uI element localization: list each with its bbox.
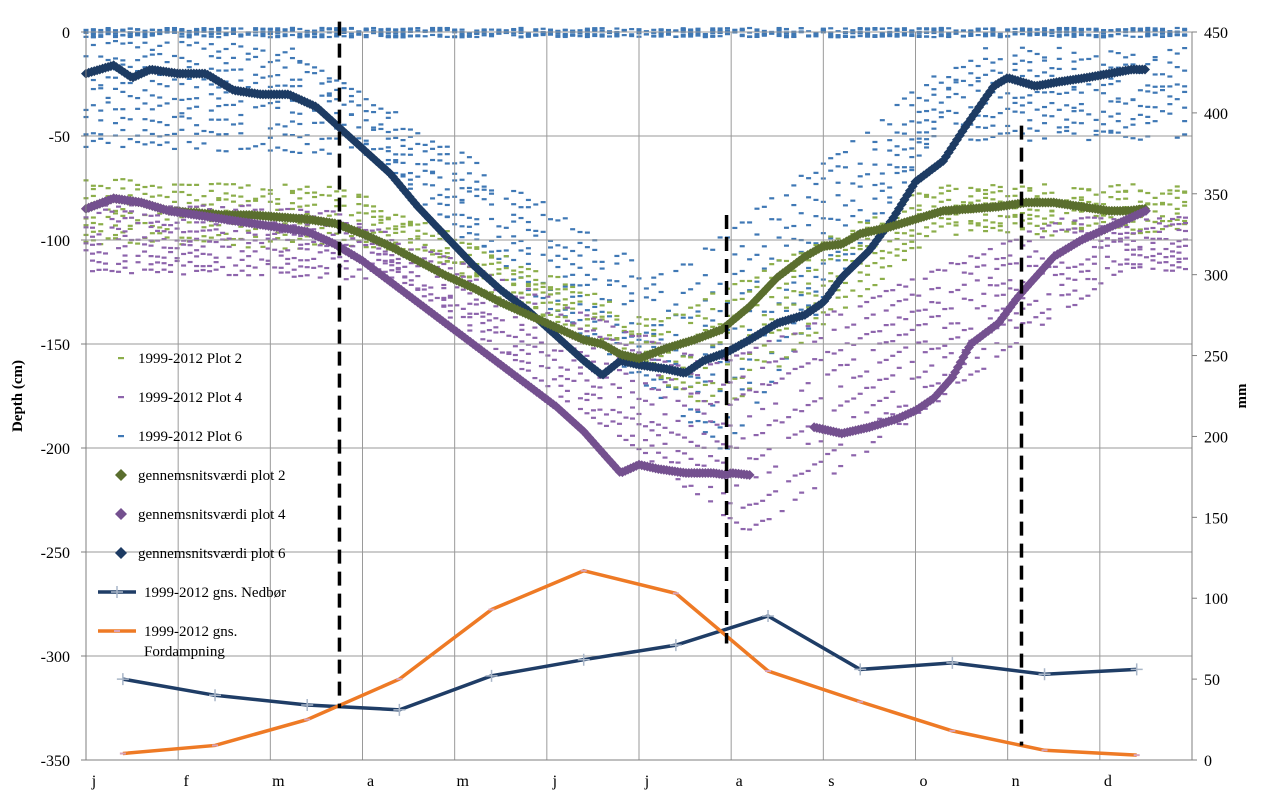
fordampning-point: [1134, 754, 1140, 756]
y2-tick-label: 450: [1204, 25, 1228, 42]
legend-label: 1999-2012 Plot 6: [138, 429, 243, 445]
x-tick-label: n: [1012, 773, 1020, 790]
y2-tick-label: 250: [1204, 349, 1228, 366]
y-tick-label: -300: [41, 649, 70, 666]
legend-item-plot2: 1999-2012 Plot 2: [118, 351, 242, 367]
fordampning-point: [489, 609, 495, 611]
x-tick-label: s: [828, 773, 834, 790]
legend-label: gennemsnitsværdi plot 6: [138, 546, 286, 562]
legend-label: gennemsnitsværdi plot 2: [138, 468, 286, 484]
x-tick-label: d: [1104, 773, 1112, 790]
legend-swatch: [118, 357, 124, 359]
nedbor-line: [123, 616, 1137, 710]
legend-label: gennemsnitsværdi plot 4: [138, 507, 286, 523]
legend-item-plot6: 1999-2012 Plot 6: [118, 429, 243, 445]
fordampning-point: [212, 744, 218, 746]
legend-label: 1999-2012 Plot 2: [138, 351, 242, 367]
fordampning-point: [304, 719, 310, 721]
nedbor-point: [393, 704, 405, 716]
y-tick-label: -250: [41, 545, 70, 562]
legend-item-nedbor: 1999-2012 gns. Nedbør: [98, 585, 286, 601]
legend-item-mean4: gennemsnitsværdi plot 4: [115, 507, 286, 523]
legend-swatch: [118, 396, 124, 398]
x-tick-label: j: [552, 773, 557, 790]
nedbor-point: [486, 670, 498, 682]
y2-tick-label: 50: [1204, 672, 1220, 689]
fordampning-point: [1042, 749, 1048, 751]
y2-tick-label: 0: [1204, 753, 1212, 770]
scatter-clouds: [84, 27, 1188, 531]
y-tick-label: -200: [41, 441, 70, 458]
legend-swatch-marker: [114, 630, 120, 632]
legend-label: 1999-2012 Plot 4: [138, 390, 243, 406]
y2-tick-label: 350: [1204, 187, 1228, 204]
x-tick-label: m: [272, 773, 285, 790]
nedbor-point: [1131, 663, 1143, 675]
legend-item-fordampning: 1999-2012 gns. Fordampning: [98, 624, 237, 660]
y-tick-label: 0: [62, 25, 70, 42]
y2-axis-title: mm: [1234, 383, 1250, 408]
nedbor-point: [301, 699, 313, 711]
y-tick-label: -150: [41, 337, 70, 354]
legend-label-continued: Fordampning: [144, 644, 225, 660]
x-tick-label: o: [920, 773, 928, 790]
legend-swatch: [115, 547, 127, 559]
x-tick-label: m: [456, 773, 469, 790]
legend-item-mean2: gennemsnitsværdi plot 2: [115, 468, 286, 484]
x-tick-label: a: [736, 773, 743, 790]
dashed-markers: [339, 22, 1021, 746]
nedbor-point: [209, 689, 221, 701]
legend-item-mean6: gennemsnitsværdi plot 6: [115, 546, 286, 562]
y2-tick-label: 400: [1204, 106, 1228, 123]
y-tick-label: -50: [49, 129, 70, 146]
fordampning-point: [396, 678, 402, 680]
nedbor-point: [946, 657, 958, 669]
y2-tick-label: 200: [1204, 429, 1228, 446]
nedbor-point: [670, 639, 682, 651]
nedbor-point: [578, 654, 590, 666]
y2-tick-label: 150: [1204, 510, 1228, 527]
fordampning-point: [765, 670, 771, 672]
y2-tick-label: 300: [1204, 268, 1228, 285]
legend-swatch: [115, 508, 127, 520]
fordampning-point: [581, 570, 587, 572]
legend-swatch: [115, 469, 127, 481]
y-axis-title: Depth (cm): [10, 360, 26, 432]
nedbor-point: [117, 673, 129, 685]
nedbor-point: [1039, 668, 1051, 680]
legend-label: 1999-2012 gns.: [144, 624, 237, 640]
fordampning-point: [857, 701, 863, 703]
legend-swatch-marker: [111, 586, 123, 598]
x-tick-label: j: [91, 773, 96, 790]
legend-label: 1999-2012 gns. Nedbør: [144, 585, 286, 601]
x-tick-label: f: [184, 773, 190, 790]
legend: 1999-2012 Plot 2 1999-2012 Plot 4 1999-201…: [98, 351, 286, 660]
x-tick-label: j: [644, 773, 649, 790]
legend-swatch: [118, 435, 124, 437]
x-tick-label: a: [367, 773, 374, 790]
fordampning-point: [949, 730, 955, 732]
y-tick-label: -100: [41, 233, 70, 250]
y-tick-label: -350: [41, 753, 70, 770]
fordampning-point: [120, 753, 126, 755]
fordampning-point: [673, 592, 679, 594]
y2-tick-label: 100: [1204, 591, 1228, 608]
legend-item-plot4: 1999-2012 Plot 4: [118, 390, 243, 406]
